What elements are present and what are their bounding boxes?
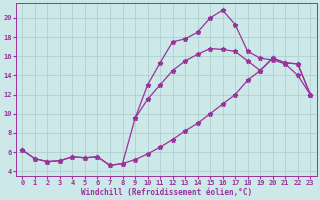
X-axis label: Windchill (Refroidissement éolien,°C): Windchill (Refroidissement éolien,°C) xyxy=(81,188,252,197)
